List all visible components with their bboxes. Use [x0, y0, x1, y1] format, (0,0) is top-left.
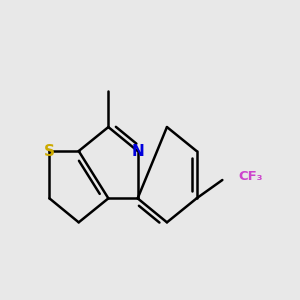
Text: CF₃: CF₃	[238, 170, 263, 183]
Text: S: S	[44, 144, 55, 159]
Text: N: N	[131, 144, 144, 159]
